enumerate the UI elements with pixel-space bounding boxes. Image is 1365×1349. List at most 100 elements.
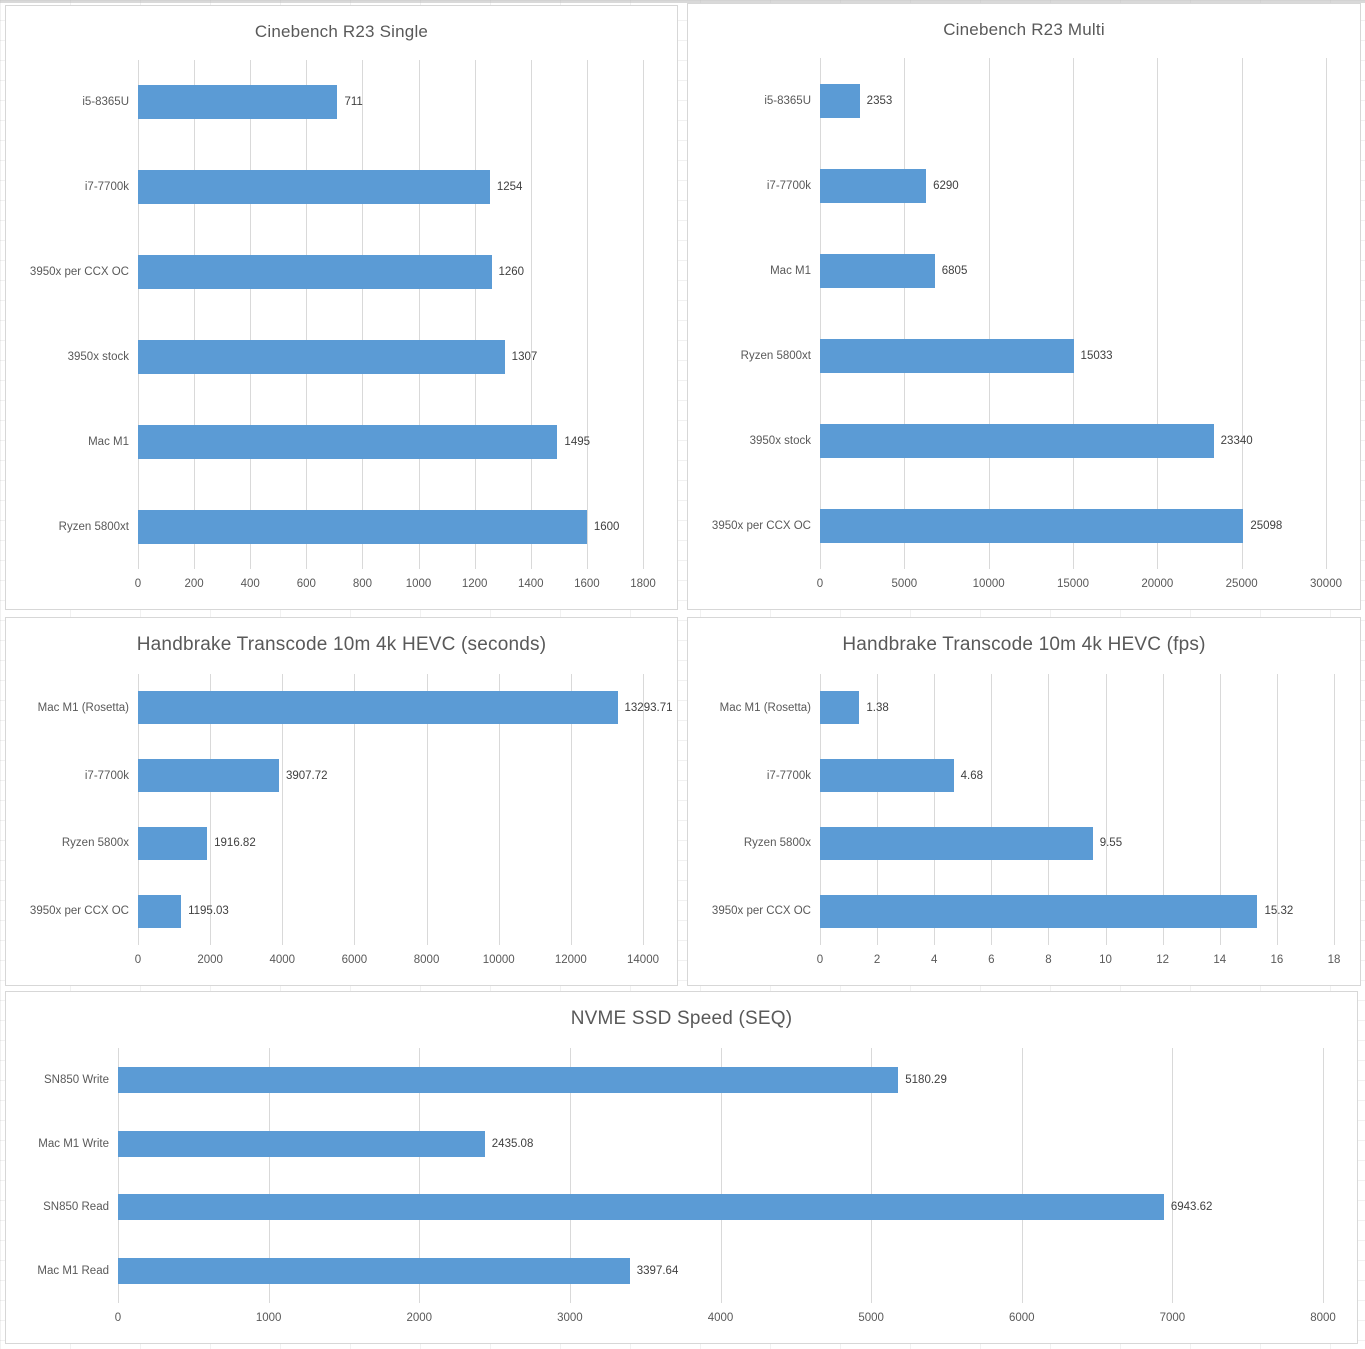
category-label: Mac M1 Write xyxy=(38,1137,109,1150)
plot-region: i5-8365U i7-7700k Mac M1 Ryzen 5800xt 3950x … xyxy=(688,58,1360,569)
x-axis-tick-label: 15000 xyxy=(1057,578,1089,590)
plot-area: 13293.71 3907.72 1916.82 1195.03 xyxy=(138,674,672,945)
gridline xyxy=(991,674,993,945)
chart-title: Handbrake Transcode 10m 4k HEVC (seconds… xyxy=(136,634,547,655)
x-axis-tick-label: 1000 xyxy=(255,1312,282,1324)
x-axis-tick-label: 12000 xyxy=(554,954,587,966)
x-axis-tick-label: 3000 xyxy=(557,1312,583,1324)
bar xyxy=(820,424,1214,459)
chart-panel-cinebench-r23-single: Cinebench R23 Single i5-8365U i7-7700k 395… xyxy=(5,5,678,610)
gridline xyxy=(820,674,821,945)
axis-tick-row: 0 2 4 6 8 10 12 14 16 18 xyxy=(817,945,1341,985)
bar-row: 1260 xyxy=(138,230,643,315)
x-axis-tick-label: 14 xyxy=(1213,954,1227,966)
axis-tick-row: 0 2000 4000 6000 8000 10000 12000 14000 xyxy=(135,945,659,985)
category-label: Mac M1 xyxy=(770,264,811,277)
category-label: Ryzen 5800xt xyxy=(740,350,811,363)
gridline xyxy=(1157,58,1159,569)
value-label: 23340 xyxy=(1220,435,1253,448)
x-axis-tick-label: 2 xyxy=(873,954,881,966)
gridline xyxy=(362,60,364,569)
gridline xyxy=(1105,674,1107,945)
x-axis-tick-label: 18 xyxy=(1327,954,1341,966)
plot-area: 5180.29 2435.08 6943.62 3397.64 xyxy=(118,1048,1324,1303)
category-axis: SN850 Write Mac M1 Write SN850 Read Mac M1 … xyxy=(6,1048,118,1303)
category-label: Mac M1 xyxy=(88,435,129,448)
plot-region: Mac M1 (Rosetta) i7-7700k Ryzen 5800x 3950x… xyxy=(6,674,677,945)
plot-column: 2353 6290 6805 15033 23340 25098 xyxy=(820,58,1360,569)
x-axis-tick-label: 2000 xyxy=(197,954,223,966)
bar xyxy=(118,1194,1164,1221)
x-axis-tick-label: 4 xyxy=(931,954,938,966)
bar xyxy=(820,826,1093,860)
value-label: 15033 xyxy=(1080,350,1113,363)
axis-tick-row: 0 200 400 600 800 1000 1200 1400 1600 1800 xyxy=(135,569,656,609)
category-axis: i5-8365U i7-7700k 3950x per CCX OC 3950x st… xyxy=(6,60,138,569)
category-label: Ryzen 5800xt xyxy=(58,520,129,533)
gridline xyxy=(138,674,139,945)
bar xyxy=(138,170,490,205)
x-axis-tick-label: 1400 xyxy=(517,578,544,590)
bar xyxy=(820,168,927,203)
category-label: 3950x per CCX OC xyxy=(711,905,811,918)
x-axis-tick-label: 12 xyxy=(1156,954,1170,966)
bar xyxy=(820,83,860,118)
bar-row: 3397.64 xyxy=(118,1239,1323,1303)
plot-region: i5-8365U i7-7700k 3950x per CCX OC 3950x st… xyxy=(6,60,677,569)
value-label: 1495 xyxy=(564,435,591,448)
chart-panel-nvme-ssd-speed: NVME SSD Speed (SEQ) SN850 Write Mac M1 W… xyxy=(5,991,1358,1344)
value-label: 1307 xyxy=(511,350,538,363)
gridline xyxy=(1219,674,1221,945)
gridline xyxy=(904,58,906,569)
gridline xyxy=(643,60,644,569)
bar-rows: 1.38 4.68 9.55 15.32 xyxy=(820,674,1334,945)
gridline xyxy=(1323,1048,1324,1303)
gridline xyxy=(1334,674,1335,945)
plot-region: Mac M1 (Rosetta) i7-7700k Ryzen 5800x 3950x… xyxy=(688,674,1360,945)
x-axis-tick-label: 20000 xyxy=(1141,578,1174,590)
x-axis-tick-label: 1200 xyxy=(461,578,488,590)
plot-column: 1.38 4.68 9.55 15.32 xyxy=(820,674,1360,945)
gridline xyxy=(569,1048,571,1303)
category-label: SN850 Write xyxy=(44,1073,109,1086)
chart-title: NVME SSD Speed (SEQ) xyxy=(570,1008,793,1029)
gridline xyxy=(1073,58,1074,569)
gridline xyxy=(250,60,252,569)
bar-row: 6943.62 xyxy=(118,1176,1323,1240)
category-label: 3950x per CCX OC xyxy=(29,905,129,918)
gridline xyxy=(871,1048,873,1303)
value-label: 6805 xyxy=(941,264,968,277)
x-axis-tick-label: 0 xyxy=(114,1312,122,1324)
gridline xyxy=(118,1048,119,1303)
bar-row: 15033 xyxy=(820,314,1326,399)
plot-area: 2353 6290 6805 15033 23340 25098 xyxy=(820,58,1327,569)
category-label: i5-8365U xyxy=(82,96,129,109)
x-axis-tick-label: 2000 xyxy=(406,1312,433,1324)
bar xyxy=(118,1066,899,1093)
value-label: 1600 xyxy=(593,520,620,533)
gridline xyxy=(210,674,212,945)
gridline xyxy=(194,60,196,569)
category-label: 3950x per CCX OC xyxy=(29,266,129,279)
category-axis: Mac M1 (Rosetta) i7-7700k Ryzen 5800x 3950x… xyxy=(688,674,820,945)
value-label: 2435.08 xyxy=(491,1137,534,1150)
bar xyxy=(820,759,954,793)
category-label: i7-7700k xyxy=(84,769,129,782)
bar-row: 5180.29 xyxy=(118,1048,1323,1112)
plot-area: 1.38 4.68 9.55 15.32 xyxy=(820,674,1335,945)
category-label: Mac M1 Read xyxy=(37,1265,109,1278)
category-label: SN850 Read xyxy=(43,1201,109,1214)
x-axis-tick-label: 0 xyxy=(816,578,824,590)
bar-row: 1195.03 xyxy=(138,877,643,945)
bar-rows: 2353 6290 6805 15033 23340 25098 xyxy=(820,58,1326,569)
plot-column: 13293.71 3907.72 1916.82 1195.03 xyxy=(138,674,677,945)
gridline xyxy=(268,1048,270,1303)
bar-row: 1254 xyxy=(138,145,643,230)
gridline xyxy=(498,674,500,945)
gridline xyxy=(1162,674,1164,945)
gridline xyxy=(418,60,420,569)
value-label: 1916.82 xyxy=(214,837,256,850)
x-axis-tick-label: 10000 xyxy=(972,578,1005,590)
gridline xyxy=(643,674,644,945)
gridline xyxy=(530,60,532,569)
